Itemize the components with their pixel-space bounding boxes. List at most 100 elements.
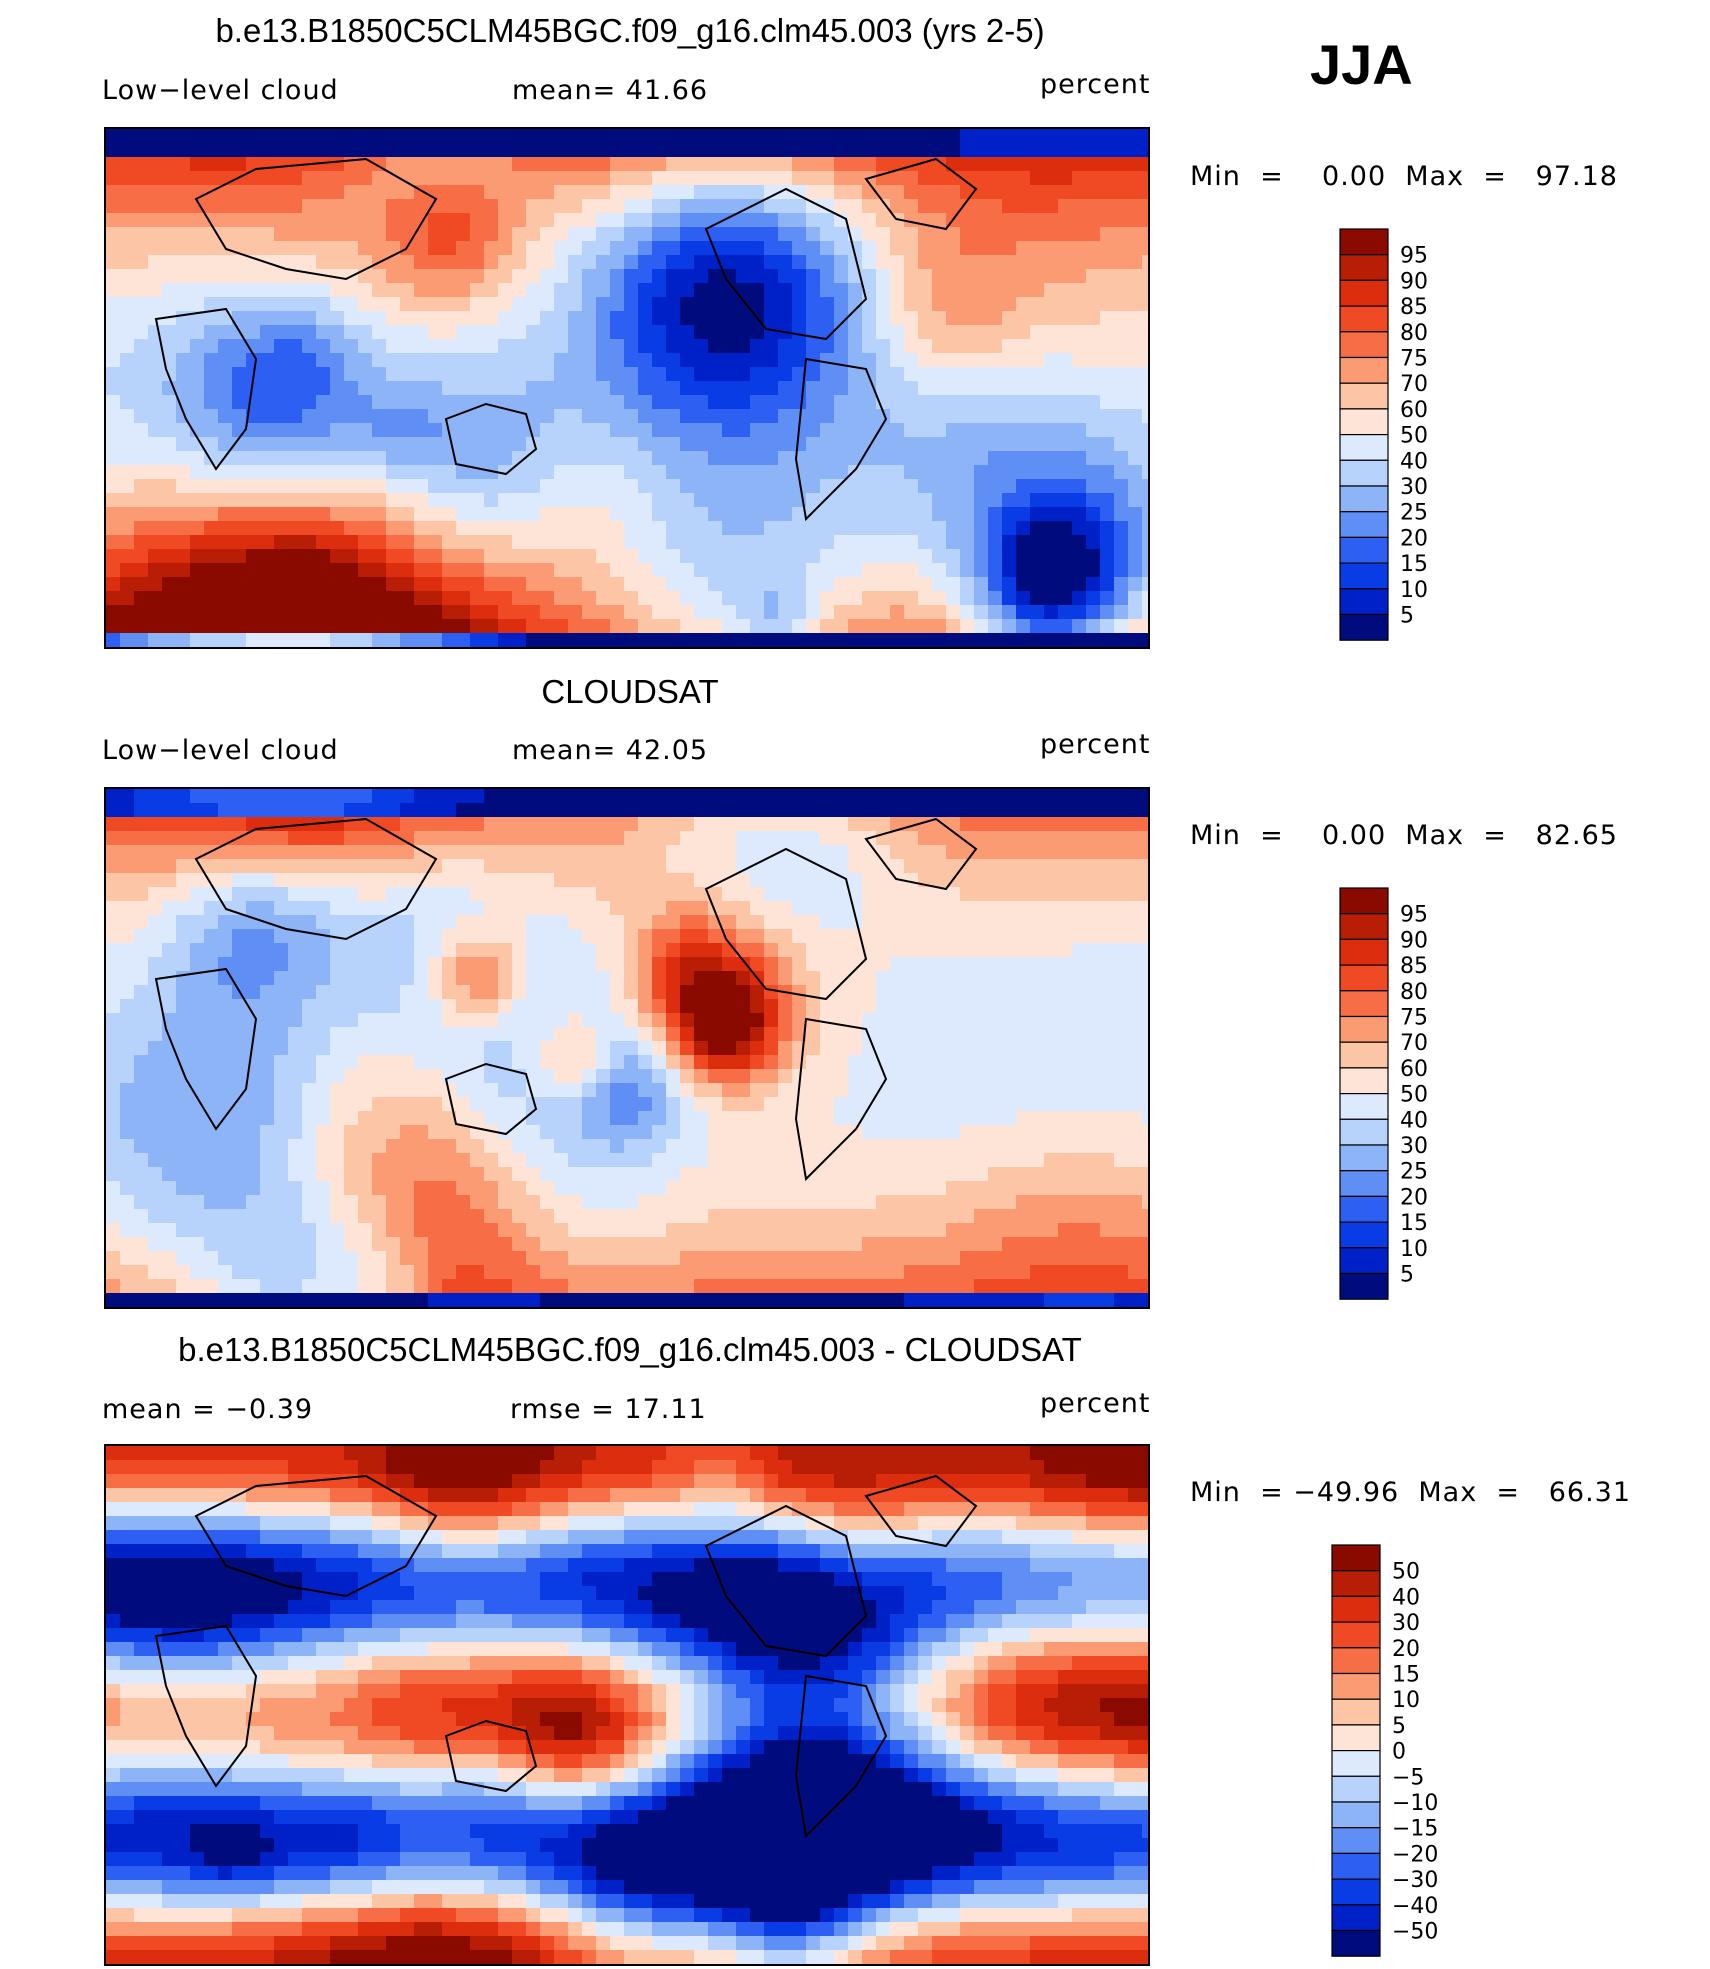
colorbar-tick-label: 95 [1400, 903, 1428, 928]
coastline [794, 1017, 888, 1182]
panel-obs-contour-field [106, 789, 1148, 1307]
colorbar-tick-label: 70 [1400, 372, 1428, 397]
coastline [194, 1474, 438, 1598]
coastline [154, 307, 258, 471]
colorbar-tick-label: 10 [1400, 578, 1428, 603]
colorbar-swatch [1339, 228, 1389, 256]
colorbar-swatch [1339, 913, 1389, 941]
colorbar-swatch [1339, 459, 1389, 487]
coastline [704, 1504, 868, 1658]
coastline [864, 817, 978, 891]
colorbar-swatch [1331, 1827, 1381, 1855]
colorbar-swatch [1339, 1272, 1389, 1300]
colorbar-tick-label: 60 [1400, 1057, 1428, 1082]
colorbar-tick-label: 15 [1392, 1663, 1420, 1688]
colorbar-tick-label: 25 [1400, 501, 1428, 526]
colorbar-swatch [1339, 356, 1389, 384]
colorbar-swatch [1339, 1067, 1389, 1095]
panel-model-variable: Low−level cloud [102, 75, 339, 106]
colorbar-swatch [1339, 434, 1389, 461]
colorbar-tick-label: −40 [1392, 1894, 1438, 1919]
colorbar-swatch [1339, 1195, 1389, 1223]
colorbar-swatch [1339, 1093, 1389, 1120]
coastline-outlines [154, 817, 978, 1182]
colorbar-swatch [1339, 279, 1389, 307]
colorbar-swatch [1339, 485, 1389, 513]
colorbar-swatch [1331, 1595, 1381, 1623]
colorbar-tick-label: 0 [1392, 1740, 1406, 1765]
colorbar-swatch [1331, 1724, 1381, 1752]
colorbar-swatch [1339, 1015, 1389, 1043]
panel-diff-units: percent [1040, 1388, 1151, 1419]
panel-obs-units: percent [1040, 729, 1151, 760]
panel-diff-title: b.e13.B1850C5CLM45BGC.f09_g16.clm45.003 … [178, 1331, 1082, 1368]
colorbar-swatch [1339, 887, 1389, 915]
colorbar-swatch [1331, 1775, 1381, 1803]
coastline [704, 187, 868, 341]
colorbar-swatch [1339, 964, 1389, 992]
colorbar-swatch [1339, 331, 1389, 359]
colorbar-tick-label: 40 [1400, 1108, 1428, 1133]
colorbar-tick-label: 20 [1400, 526, 1428, 551]
colorbar-tick-label: 20 [1400, 1185, 1428, 1210]
colorbar-swatch [1339, 536, 1389, 564]
colorbar-swatch [1339, 1170, 1389, 1198]
colorbar-tick-label: −5 [1392, 1765, 1424, 1790]
colorbar-swatch [1331, 1647, 1381, 1675]
panel-model-colorbar: 95 90 85 80 75 70 60 50 40 30 25 20 15 10 5 [1339, 228, 1480, 641]
colorbar-tick-label: 85 [1400, 954, 1428, 979]
panel-diff-contour-field [106, 1446, 1148, 1964]
colorbar-tick-label: 85 [1400, 295, 1428, 320]
coastline [194, 157, 438, 281]
colorbar-tick-label: 30 [1400, 1134, 1428, 1159]
colorbar-tick-label: 75 [1400, 1006, 1428, 1031]
colorbar-tick-label: 80 [1400, 980, 1428, 1005]
colorbar-swatch [1331, 1878, 1381, 1906]
colorbar-swatch [1339, 1144, 1389, 1172]
colorbar-swatch [1339, 1247, 1389, 1275]
colorbar-swatch [1339, 990, 1389, 1018]
coastline-outlines [154, 1474, 978, 1839]
colorbar-swatch [1339, 1041, 1389, 1069]
colorbar-swatch [1339, 1221, 1389, 1249]
colorbar-tick-label: 40 [1400, 449, 1428, 474]
colorbar-swatch [1331, 1904, 1381, 1932]
colorbar-tick-label: 25 [1400, 1160, 1428, 1185]
panel-model-minmax: Min = 0.00 Max = 97.18 [1190, 161, 1618, 192]
colorbar-swatch [1339, 382, 1389, 410]
colorbar-tick-label: 15 [1400, 552, 1428, 577]
colorbar-tick-label: 90 [1400, 928, 1428, 953]
colorbar-swatch [1331, 1698, 1381, 1726]
coastline [154, 1624, 258, 1788]
colorbar-tick-label: 50 [1392, 1560, 1420, 1585]
panel-diff-map [104, 1444, 1150, 1966]
panel-diff-minmax: Min = −49.96 Max = 66.31 [1190, 1477, 1632, 1508]
contour-field-cells [106, 789, 1148, 1307]
panel-model-map [104, 127, 1150, 649]
panel-model-mean: mean= 41.66 [512, 75, 709, 106]
panel-obs-colorbar: 95 90 85 80 75 70 60 50 40 30 25 20 15 10 5 [1339, 887, 1480, 1300]
colorbar-tick-label: 10 [1392, 1688, 1420, 1713]
colorbar-tick-label: 20 [1392, 1637, 1420, 1662]
panel-model-contour-field [106, 129, 1148, 647]
coastline [864, 1474, 978, 1548]
panel-obs-mean: mean= 42.05 [512, 735, 709, 766]
colorbar-tick-label: 5 [1392, 1714, 1406, 1739]
colorbar-swatch [1331, 1929, 1381, 1957]
coastline [154, 967, 258, 1131]
colorbar-swatch [1331, 1621, 1381, 1649]
colorbar-tick-label: 60 [1400, 398, 1428, 423]
colorbar-swatch [1339, 938, 1389, 966]
colorbar-tick-label: −50 [1392, 1920, 1438, 1945]
colorbar-swatch [1339, 511, 1389, 539]
coastline [794, 357, 888, 522]
coastline [194, 817, 438, 941]
colorbar-swatch [1339, 1118, 1389, 1146]
colorbar-tick-label: 30 [1392, 1611, 1420, 1636]
panel-obs-map [104, 787, 1150, 1309]
colorbar-swatch [1339, 254, 1389, 282]
colorbar-swatch [1339, 305, 1389, 333]
colorbar-swatch [1339, 588, 1389, 616]
coastline [444, 402, 538, 476]
colorbar-swatch [1339, 613, 1389, 641]
